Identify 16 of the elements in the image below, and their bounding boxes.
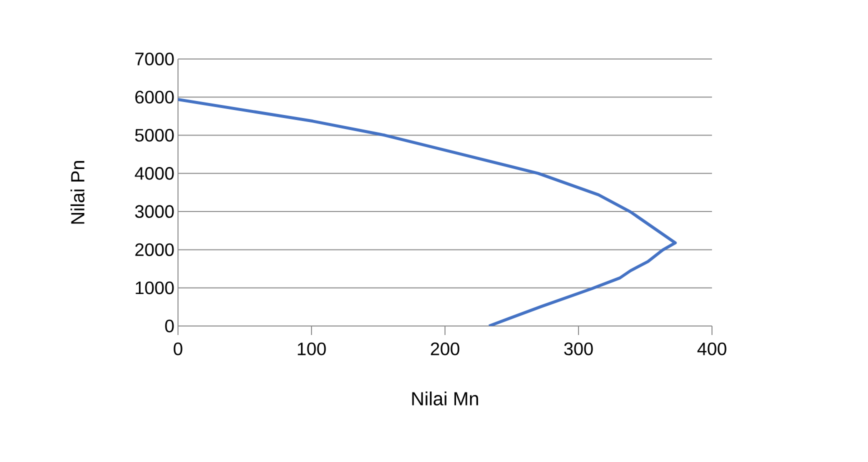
y-axis-title: Nilai Pn — [70, 161, 84, 224]
y-tick-label: 4000 — [134, 167, 174, 180]
y-tick-label: 1000 — [136, 281, 174, 294]
y-tick-label: 6000 — [135, 90, 174, 104]
x-tick-label: 300 — [564, 342, 593, 356]
y-tick-label: 0 — [165, 320, 174, 332]
y-tick-label: 7000 — [135, 52, 174, 66]
x-tick-label: 0 — [174, 342, 182, 356]
y-tick-label: 5000 — [135, 128, 174, 142]
x-axis-title: Nilai Mn — [412, 392, 478, 406]
y-tick-label: 2000 — [135, 243, 174, 256]
y-tick-label: 3000 — [135, 205, 174, 218]
line-series — [178, 98, 677, 326]
x-tick-label: 200 — [430, 342, 460, 356]
x-tick-label: 100 — [298, 342, 326, 356]
x-tick-label: 400 — [697, 342, 726, 356]
